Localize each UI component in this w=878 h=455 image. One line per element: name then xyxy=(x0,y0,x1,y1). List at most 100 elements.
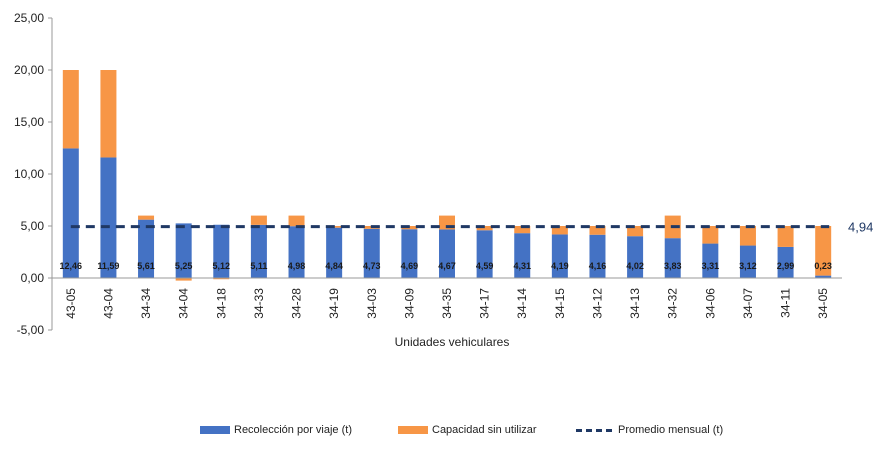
x-tick-label: 34-28 xyxy=(290,288,304,319)
x-tick-label: 34-15 xyxy=(553,288,567,319)
bar-capacidad xyxy=(175,278,192,281)
data-label: 3,12 xyxy=(739,261,757,271)
y-tick-label: 25,00 xyxy=(14,11,44,25)
data-label: 4,98 xyxy=(288,261,306,271)
x-tick-label: 34-12 xyxy=(590,288,604,319)
data-label: 5,61 xyxy=(137,261,155,271)
bar-capacidad xyxy=(288,215,305,227)
bar-recoleccion xyxy=(138,219,155,278)
bar-capacidad xyxy=(777,226,794,247)
bar-capacidad xyxy=(213,278,230,280)
x-tick-label: 34-18 xyxy=(214,288,228,319)
average-label: 4,94 xyxy=(848,220,873,235)
legend-label-promedio: Promedio mensual (t) xyxy=(618,424,724,436)
y-tick-label: 5,00 xyxy=(21,219,45,233)
bar-recoleccion xyxy=(363,228,380,278)
legend-item-capacidad: Capacidad sin utilizar xyxy=(398,424,537,436)
legend-swatch-recoleccion xyxy=(200,426,230,434)
data-label: 4,67 xyxy=(438,261,456,271)
data-label: 4,02 xyxy=(626,261,644,271)
x-tick-label: 34-14 xyxy=(515,288,529,319)
bar-recoleccion xyxy=(664,238,681,278)
bar-capacidad xyxy=(815,226,832,276)
bar-recoleccion xyxy=(439,229,455,278)
bar-capacidad xyxy=(514,226,531,234)
x-tick-label: 34-17 xyxy=(478,288,492,319)
bar-capacidad xyxy=(476,226,493,231)
bars: 12,46 11,59 5,61 5,25 5,12 5,11 4,98 4,84 4,73 4,… xyxy=(60,70,832,281)
average-line-group: 4,94 xyxy=(70,220,873,235)
bar-capacidad xyxy=(551,226,568,235)
bar-recoleccion xyxy=(514,233,531,278)
bar-recoleccion xyxy=(589,234,606,278)
bar-recoleccion xyxy=(326,227,343,278)
data-label: 2,99 xyxy=(777,261,795,271)
data-label: 5,11 xyxy=(250,261,267,271)
x-tick-label: 34-05 xyxy=(816,288,830,319)
data-label: 4,84 xyxy=(325,261,343,271)
bar-capacidad xyxy=(100,70,117,158)
bar-recoleccion xyxy=(476,230,493,278)
data-label: 4,31 xyxy=(513,261,531,271)
bar-recoleccion xyxy=(213,224,230,278)
y-tick-label: 20,00 xyxy=(14,63,44,77)
legend-swatch-promedio xyxy=(576,428,612,432)
data-label: 11,59 xyxy=(97,261,119,271)
data-label: 5,25 xyxy=(175,261,193,271)
x-tick-label: 34-03 xyxy=(365,288,379,319)
y-axis: 25,00 20,00 15,00 10,00 5,00 0,00 -5,00 xyxy=(14,11,53,337)
y-tick-label: -5,00 xyxy=(17,323,45,337)
bar-recoleccion xyxy=(702,243,719,278)
x-tick-label: 34-35 xyxy=(440,288,454,319)
data-label: 3,83 xyxy=(664,261,682,271)
data-label: 4,59 xyxy=(476,261,494,271)
x-tick-label: 34-32 xyxy=(666,288,680,319)
bar-recoleccion xyxy=(777,246,794,278)
bar-recoleccion xyxy=(250,224,267,278)
data-label: 4,69 xyxy=(401,261,419,271)
bar-recoleccion xyxy=(100,157,117,278)
bar-recoleccion xyxy=(62,148,79,278)
data-label: 4,73 xyxy=(363,261,381,271)
x-tick-label: 34-19 xyxy=(327,288,341,319)
x-tick-label: 43-05 xyxy=(64,288,78,319)
y-tick-label: 10,00 xyxy=(14,167,44,181)
bar-capacidad xyxy=(627,226,644,237)
data-label: 0,23 xyxy=(814,261,832,271)
x-tick-label: 34-13 xyxy=(628,288,642,319)
x-tick-label: 34-09 xyxy=(402,288,416,319)
bar-recoleccion xyxy=(175,223,192,278)
bar-capacidad xyxy=(62,70,79,149)
bar-capacidad xyxy=(739,226,756,246)
data-label: 3,31 xyxy=(702,261,720,271)
legend-label-capacidad: Capacidad sin utilizar xyxy=(432,424,537,436)
bar-recoleccion xyxy=(401,229,418,278)
x-tick-label: 34-11 xyxy=(779,288,793,318)
x-tick-label: 34-34 xyxy=(139,288,153,319)
bar-capacidad xyxy=(702,226,719,244)
x-tick-label: 34-33 xyxy=(252,288,266,319)
legend-item-promedio: Promedio mensual (t) xyxy=(576,424,723,436)
y-tick-label: 0,00 xyxy=(21,271,45,285)
bar-capacidad xyxy=(250,215,267,225)
x-axis-title: Unidades vehiculares xyxy=(395,335,510,349)
bar-recoleccion xyxy=(288,226,305,278)
legend-swatch-capacidad xyxy=(398,426,428,434)
data-label: 12,46 xyxy=(60,261,83,271)
bar-recoleccion xyxy=(627,236,644,278)
x-axis: 43-05 43-04 34-34 34-04 34-18 34-33 34-28 34-19… xyxy=(52,277,842,319)
bar-recoleccion xyxy=(739,245,756,278)
data-label: 4,19 xyxy=(551,261,569,271)
bar-capacidad xyxy=(138,215,155,220)
legend: Recolección por viaje (t) Capacidad sin … xyxy=(0,424,878,444)
legend-label-recoleccion: Recolección por viaje (t) xyxy=(234,424,352,436)
x-tick-label: 34-07 xyxy=(741,288,755,319)
x-tick-label: 43-04 xyxy=(101,288,115,319)
x-tick-label: 34-06 xyxy=(703,288,717,319)
bar-recoleccion xyxy=(815,275,832,278)
legend-item-recoleccion: Recolección por viaje (t) xyxy=(200,424,352,436)
data-label: 5,12 xyxy=(213,261,231,271)
x-tick-label: 34-04 xyxy=(177,288,191,319)
bar-capacidad xyxy=(589,226,606,235)
